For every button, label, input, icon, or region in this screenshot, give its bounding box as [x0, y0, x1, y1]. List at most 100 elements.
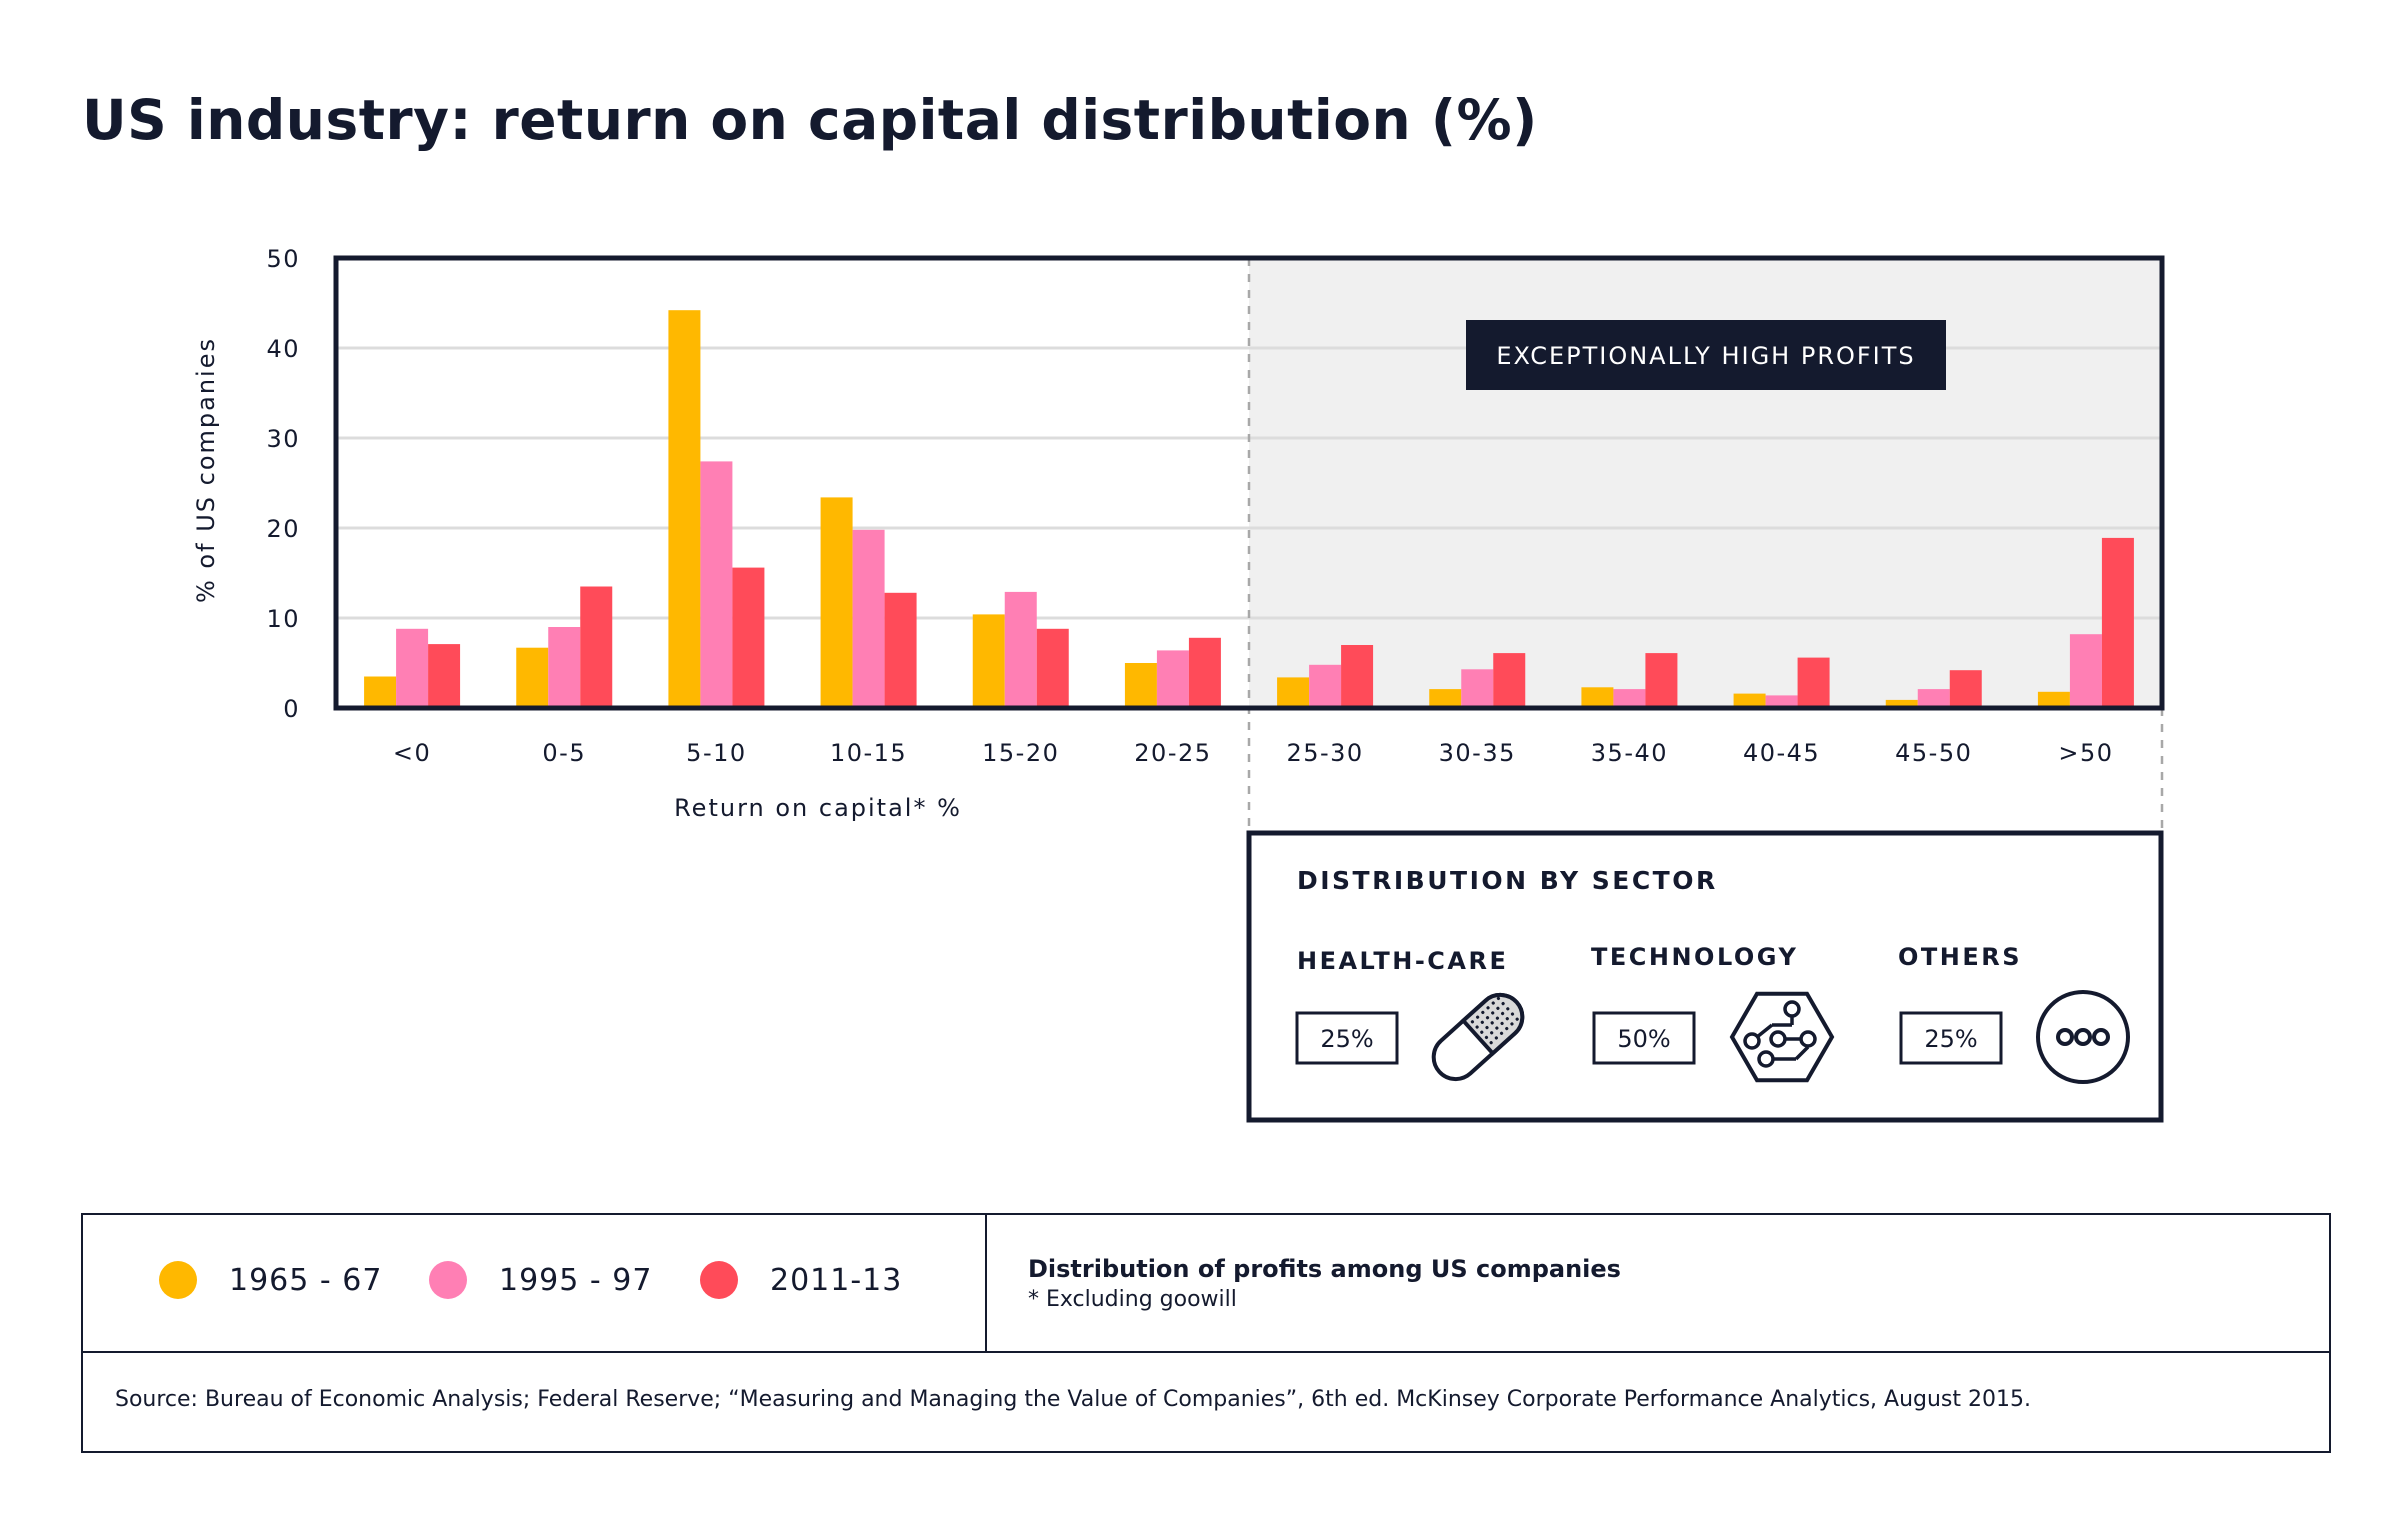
- capsule-dot: [1491, 1011, 1495, 1015]
- circuit-node: [1743, 1032, 1761, 1050]
- bar: [1581, 687, 1614, 708]
- dot: [2056, 1028, 2074, 1046]
- source-text: Source: Bureau of Economic Analysis; Fed…: [115, 1387, 2031, 1412]
- sector-value-box: [1295, 1011, 1399, 1065]
- capsule-dot: [1491, 1001, 1495, 1005]
- capsule-dot: [1499, 1031, 1504, 1035]
- capsule-dot: [1500, 1011, 1505, 1016]
- bar: [548, 627, 581, 708]
- y-tick-label: 0: [283, 695, 300, 723]
- capsule-dot: [1489, 1041, 1493, 1045]
- sector-name: TECHNOLOGY: [1591, 943, 1798, 971]
- legend-row: 1965 - 67 1995 - 97 2011-13 Distribution…: [83, 1215, 2329, 1353]
- x-tick-label: 30-35: [1439, 739, 1516, 767]
- highlight-banner-label: EXCEPTIONALLY HIGH PROFITS: [1496, 342, 1915, 370]
- legend-item-2011: 2011-13: [700, 1260, 902, 1300]
- sector-value-box: [1592, 1011, 1696, 1065]
- bar: [1188, 637, 1221, 708]
- x-tick-label: 5-10: [686, 739, 746, 767]
- capsule-dot: [1470, 1020, 1475, 1024]
- capsule-dot: [1510, 1012, 1515, 1016]
- capsule-dot: [1490, 1031, 1494, 1035]
- bar: [1733, 693, 1766, 708]
- hexagon-outline: [1729, 991, 1835, 1083]
- y-axis-title: % of US companies: [192, 337, 220, 603]
- circuit-node: [1783, 1000, 1801, 1018]
- capsule-dot: [1505, 1026, 1509, 1031]
- page-title: US industry: return on capital distribut…: [82, 88, 1538, 152]
- bar: [700, 461, 733, 708]
- bar: [972, 614, 1005, 708]
- legend-label: 1995 - 97: [499, 1262, 653, 1298]
- bar: [1309, 664, 1342, 708]
- x-tick-label: <0: [393, 739, 431, 767]
- bar: [428, 644, 461, 708]
- note-title: Distribution of profits among US compani…: [1028, 1255, 1621, 1283]
- y-tick-label: 20: [266, 515, 300, 543]
- bar: [1797, 657, 1830, 708]
- sector-value: 25%: [1924, 1025, 1977, 1053]
- legend-swatch-1995: [429, 1261, 467, 1299]
- plot-frame: [333, 255, 2165, 711]
- capsule-icon: [1431, 992, 1525, 1082]
- bar: [1461, 669, 1494, 708]
- bar: [1004, 591, 1037, 708]
- x-tick-label: 45-50: [1895, 739, 1972, 767]
- legend-series: 1965 - 67 1995 - 97 2011-13: [83, 1215, 987, 1351]
- capsule-dot: [1495, 1016, 1499, 1020]
- circuit-node: [1769, 1030, 1787, 1048]
- x-tick-label: 40-45: [1743, 739, 1820, 767]
- legend-swatch-2011: [700, 1261, 738, 1299]
- capsule-dot: [1490, 1021, 1494, 1025]
- bar-chart: <0 0-5 5-10 10-15 15-20 20-25 25-30 30-35 35-40 4…: [192, 245, 2165, 1123]
- x-tick-label: 25-30: [1286, 739, 1363, 767]
- bar: [852, 529, 885, 708]
- circuit-node: [1799, 1030, 1817, 1048]
- x-tick-label: 20-25: [1134, 739, 1211, 767]
- capsule-dot: [1486, 1006, 1490, 1010]
- capsule-dot: [1475, 1025, 1479, 1029]
- sector-box: [1246, 830, 2164, 1123]
- legend-item-1995: 1995 - 97: [429, 1260, 652, 1300]
- x-tick-label: 15-20: [982, 739, 1059, 767]
- x-tick-label: 35-40: [1591, 739, 1668, 767]
- sector-value-box: [1899, 1011, 2003, 1065]
- sector-value: 50%: [1617, 1025, 1670, 1053]
- bar: [516, 647, 549, 708]
- capsule-dot: [1494, 1036, 1498, 1040]
- bar: [1613, 689, 1646, 708]
- bar: [1917, 689, 1950, 708]
- x-tick-label: 0-5: [542, 739, 586, 767]
- circuit-node: [1757, 1050, 1775, 1068]
- x-tick-label: 10-15: [830, 739, 907, 767]
- dot: [2092, 1028, 2110, 1046]
- bar: [1493, 653, 1526, 708]
- capsule-dot: [1515, 1017, 1519, 1021]
- bar: [1949, 670, 1982, 708]
- sector-value: 25%: [1320, 1025, 1373, 1053]
- sector-name: HEALTH-CARE: [1297, 947, 1508, 975]
- legend-label: 1965 - 67: [229, 1262, 383, 1298]
- bar: [884, 592, 917, 708]
- bar: [2037, 691, 2070, 708]
- bar: [820, 497, 853, 708]
- dot: [2074, 1028, 2092, 1046]
- bar: [1341, 645, 1374, 708]
- bar: [2101, 537, 2134, 708]
- capsule-dot: [1480, 1020, 1484, 1024]
- capsule-dot: [1496, 996, 1501, 1001]
- bar: [2069, 634, 2102, 708]
- bar: [1124, 663, 1157, 708]
- circuit-trace: [1794, 1045, 1810, 1061]
- bar: [1036, 628, 1069, 708]
- legend-panel: 1965 - 67 1995 - 97 2011-13 Distribution…: [81, 1213, 2331, 1453]
- y-tick-label: 30: [266, 425, 300, 453]
- capsule-dot: [1476, 1015, 1480, 1019]
- capsule-dot: [1484, 1035, 1489, 1040]
- bar: [580, 586, 613, 708]
- circuit-icon: [1729, 991, 1835, 1083]
- capsule-dot: [1505, 1017, 1509, 1021]
- bar: [1645, 653, 1678, 708]
- legend-item-1965: 1965 - 67: [159, 1260, 382, 1300]
- capsule-dot: [1480, 1030, 1484, 1034]
